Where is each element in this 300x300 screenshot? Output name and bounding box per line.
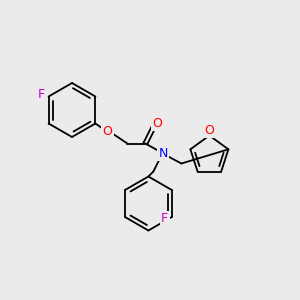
Text: O: O [102, 125, 112, 138]
Text: O: O [152, 117, 162, 130]
Text: N: N [159, 147, 168, 160]
Text: F: F [38, 88, 45, 101]
Text: O: O [204, 124, 214, 137]
Text: F: F [161, 212, 168, 226]
